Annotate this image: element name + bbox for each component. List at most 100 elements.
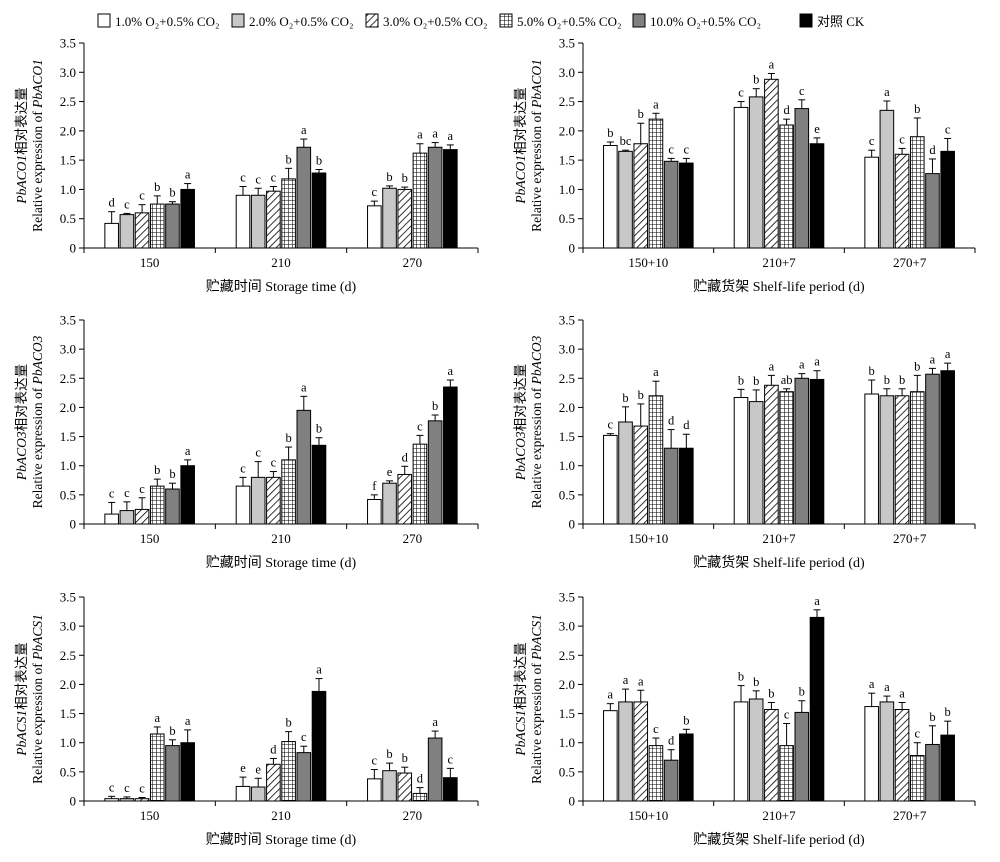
significance-letter: b [432,399,438,413]
x-axis-label: 贮藏货架 Shelf-life period (d) [693,278,865,295]
bar [894,153,910,249]
bar [281,178,296,249]
bar [235,194,251,249]
significance-letter: a [930,352,936,366]
x-tick-label: 150+10 [628,255,668,270]
y-tick-label: 0 [569,517,576,532]
y-tick-label: 2.5 [559,648,575,663]
significance-letter: d [783,103,790,117]
x-tick-label: 150 [140,255,160,270]
legend-label: 1.0% O₂+0.5% CO₂ [115,14,220,29]
x-tick-label: 210 [271,255,291,270]
bar [779,124,794,249]
bar [134,798,150,802]
significance-letter: c [271,171,277,185]
bar [733,106,749,249]
legend-swatch [632,13,646,28]
significance-letter: c [124,486,130,500]
bar [603,145,618,249]
bar [733,701,749,802]
significance-letter: e [814,122,820,136]
significance-letter: d [109,196,116,210]
significance-letter: c [240,171,246,185]
x-axis-label: 贮藏货架 Shelf-life period (d) [693,554,865,571]
bar [779,391,794,525]
bar [809,378,825,525]
y-tick-label: 0 [569,794,576,809]
y-label-gene: PbACO1 [513,155,528,205]
y-tick-label: 1.0 [60,182,76,197]
y-tick-label: 1.5 [60,706,76,721]
significance-letter: c [109,780,115,794]
bar [764,384,779,525]
significance-letter: c [608,418,614,432]
significance-letter: b [386,747,392,761]
y-tick-label: 2.5 [559,94,575,109]
panel-acs1-storage: 0 0.5 1.0 1.5 2.0 2.5 3.0 3.5 150 210 270 贮藏时间 Stor… [14,590,479,848]
x-tick-label: 270 [403,255,423,270]
bar [618,150,633,249]
x-tick-label: 150 [140,808,160,823]
y-tick-label: 0.5 [559,764,575,779]
bar [443,777,458,802]
y-tick-label: 1.0 [60,458,76,473]
bar [311,444,327,525]
significance-letter: c [668,142,674,156]
bar [879,395,895,525]
significance-letter: b [884,373,890,387]
bar [367,205,382,249]
bar [119,214,135,249]
significance-letter: c [240,461,246,475]
bar [748,401,764,525]
x-tick-label: 270+7 [893,808,927,823]
legend-swatch [365,13,379,28]
bar [794,711,810,802]
y-tick-label: 1.0 [559,182,575,197]
y-label-gene: PbACO1 [30,59,45,109]
significance-letter: f [372,479,377,493]
significance-letter: c [255,446,261,460]
y-tick-label: 0.5 [60,487,76,502]
y-tick-label: 0.5 [559,211,575,226]
significance-letter: a [417,128,423,142]
x-tick-label: 150 [140,531,160,546]
significance-letter: c [653,722,659,736]
significance-letter: c [139,782,145,796]
legend-label: 对照 CK [817,14,865,29]
bar [909,136,925,249]
y-label-gene: PbACO1 [14,155,29,205]
bar [397,473,413,525]
bar [809,143,825,249]
legend-label: 5.0% O₂+0.5% CO₂ [517,14,622,29]
y-tick-label: 1.0 [60,735,76,750]
significance-letter: c [869,134,875,148]
legend: 1.0% O₂+0.5% CO₂ 2.0% O₂+0.5% CO₂ 3.0% O₂+… [97,13,865,29]
y-tick-label: 3.0 [60,342,76,357]
significance-letter: c [301,730,307,744]
y-tick-label: 1.5 [60,429,76,444]
bar [165,745,180,802]
significance-letter: b [914,359,920,373]
significance-letter: b [638,107,644,121]
significance-letter: a [432,127,438,141]
significance-letter: c [784,707,790,721]
bar [149,203,165,249]
significance-letter: b [402,751,408,765]
bar [679,162,694,249]
bar [864,706,879,802]
y-tick-label: 0 [569,241,576,256]
bar [281,459,296,525]
bar [894,395,910,525]
significance-letter: a [608,688,614,702]
significance-letter: b [154,180,160,194]
significance-letter: a [814,594,820,608]
significance-letter: a [869,677,875,691]
significance-letter: b [285,716,291,730]
legend-item: 5.0% O₂+0.5% CO₂ [499,13,622,29]
bar [281,741,296,802]
bar [633,425,649,525]
bar [679,447,694,525]
y-tick-label: 3.0 [559,342,575,357]
significance-letter: b [869,364,875,378]
significance-letter: a [185,168,191,182]
